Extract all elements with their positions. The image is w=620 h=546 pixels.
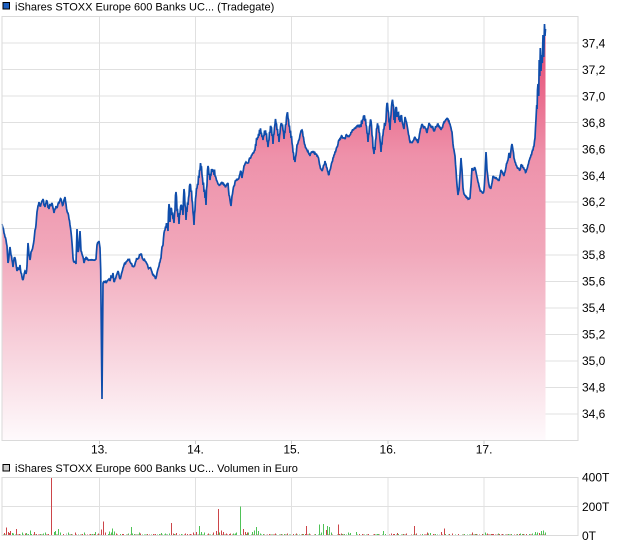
svg-text:14.: 14. <box>187 443 204 457</box>
svg-text:36,8: 36,8 <box>582 116 606 130</box>
svg-text:36,0: 36,0 <box>582 222 606 236</box>
svg-text:36,6: 36,6 <box>582 142 606 156</box>
svg-text:37,0: 37,0 <box>582 89 606 103</box>
svg-text:37,4: 37,4 <box>582 36 606 50</box>
svg-text:37,2: 37,2 <box>582 63 606 77</box>
svg-text:35,0: 35,0 <box>582 354 606 368</box>
svg-text:16.: 16. <box>380 443 397 457</box>
svg-text:200T: 200T <box>582 500 610 514</box>
svg-text:iShares STOXX Europe 600 Banks: iShares STOXX Europe 600 Banks UC... (Tr… <box>15 2 274 14</box>
svg-text:35,4: 35,4 <box>582 301 606 315</box>
svg-text:iShares STOXX Europe 600 Banks: iShares STOXX Europe 600 Banks UC... Vol… <box>15 463 298 475</box>
svg-text:36,4: 36,4 <box>582 169 606 183</box>
svg-text:35,8: 35,8 <box>582 248 606 262</box>
svg-text:400T: 400T <box>582 471 610 485</box>
svg-text:35,2: 35,2 <box>582 328 606 342</box>
svg-text:17.: 17. <box>476 443 493 457</box>
svg-text:36,2: 36,2 <box>582 195 606 209</box>
svg-text:35,6: 35,6 <box>582 275 606 289</box>
svg-text:34,6: 34,6 <box>582 407 606 421</box>
svg-text:15.: 15. <box>283 443 300 457</box>
svg-text:0T: 0T <box>582 529 597 543</box>
svg-text:34,8: 34,8 <box>582 381 606 395</box>
svg-text:13.: 13. <box>91 443 108 457</box>
